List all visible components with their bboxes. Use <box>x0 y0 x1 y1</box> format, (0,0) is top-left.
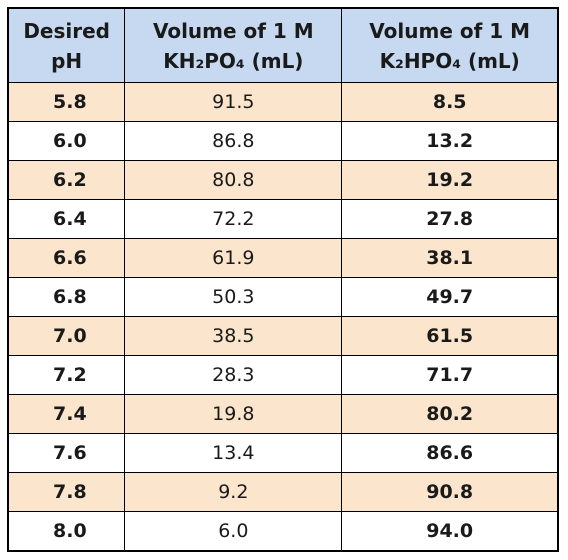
table-cell: 19.2 <box>341 160 559 200</box>
table-row: 6.0 86.8 13.2 <box>7 121 559 161</box>
table-cell: 80.2 <box>341 394 559 434</box>
table-cell: 94.0 <box>341 511 559 552</box>
table-cell: 7.8 <box>7 472 126 512</box>
table-cell: 38.5 <box>124 316 343 356</box>
header-line: Volume of 1 M <box>152 18 314 43</box>
table-row: 7.6 13.4 86.6 <box>7 433 559 473</box>
table-cell: 28.3 <box>124 355 343 395</box>
header-cell: Volume of 1 M K₂HPO₄ (mL) <box>341 7 559 83</box>
table-cell: 50.3 <box>124 277 343 317</box>
table-cell: 86.8 <box>124 121 343 161</box>
table-cell: 91.5 <box>124 82 343 122</box>
table-cell: 13.2 <box>341 121 559 161</box>
table-cell: 9.2 <box>124 472 343 512</box>
header-line: pH <box>51 48 83 73</box>
table-row: 5.8 91.5 8.5 <box>7 82 559 122</box>
table-cell: 6.8 <box>7 277 126 317</box>
table-cell: 61.9 <box>124 238 343 278</box>
table-row: 6.8 50.3 49.7 <box>7 277 559 317</box>
table-cell: 38.1 <box>341 238 559 278</box>
table-cell: 72.2 <box>124 199 343 239</box>
table-cell: 7.2 <box>7 355 126 395</box>
table-cell: 6.6 <box>7 238 126 278</box>
header-line: Volume of 1 M <box>369 18 531 43</box>
table-row: 7.8 9.2 90.8 <box>7 472 559 512</box>
table-row: 7.4 19.8 80.2 <box>7 394 559 434</box>
table-cell: 6.2 <box>7 160 126 200</box>
table-row: 6.6 61.9 38.1 <box>7 238 559 278</box>
table-row: 8.0 6.0 94.0 <box>7 511 559 552</box>
table-cell: 7.6 <box>7 433 126 473</box>
header-cell: Desired pH <box>7 7 126 83</box>
header-line: Desired <box>23 18 110 43</box>
table-cell: 90.8 <box>341 472 559 512</box>
header-line: KH₂PO₄ (mL) <box>163 48 304 73</box>
table-cell: 7.4 <box>7 394 126 434</box>
table-row: 7.2 28.3 71.7 <box>7 355 559 395</box>
header-cell: Volume of 1 M KH₂PO₄ (mL) <box>124 7 343 83</box>
header-row: Desired pH Volume of 1 M KH₂PO₄ (mL) Volume … <box>7 7 559 83</box>
table-cell: 49.7 <box>341 277 559 317</box>
table-cell: 6.0 <box>124 511 343 552</box>
table-cell: 61.5 <box>341 316 559 356</box>
table-cell: 27.8 <box>341 199 559 239</box>
table-body: 5.8 91.5 8.5 6.0 86.8 13.2 6.2 80.8 19.2 6.4 72.2 2… <box>7 82 559 552</box>
table-row: 6.2 80.8 19.2 <box>7 160 559 200</box>
table-cell: 7.0 <box>7 316 126 356</box>
table-cell: 86.6 <box>341 433 559 473</box>
table-cell: 19.8 <box>124 394 343 434</box>
table-row: 7.0 38.5 61.5 <box>7 316 559 356</box>
table-cell: 13.4 <box>124 433 343 473</box>
table-cell: 8.5 <box>341 82 559 122</box>
table-cell: 8.0 <box>7 511 126 552</box>
table-cell: 6.0 <box>7 121 126 161</box>
table-cell: 6.4 <box>7 199 126 239</box>
table-cell: 5.8 <box>7 82 126 122</box>
table-row: 6.4 72.2 27.8 <box>7 199 559 239</box>
table-cell: 71.7 <box>341 355 559 395</box>
header-line: K₂HPO₄ (mL) <box>379 48 520 73</box>
table-cell: 80.8 <box>124 160 343 200</box>
buffer-table: Desired pH Volume of 1 M KH₂PO₄ (mL) Volume … <box>7 7 559 552</box>
